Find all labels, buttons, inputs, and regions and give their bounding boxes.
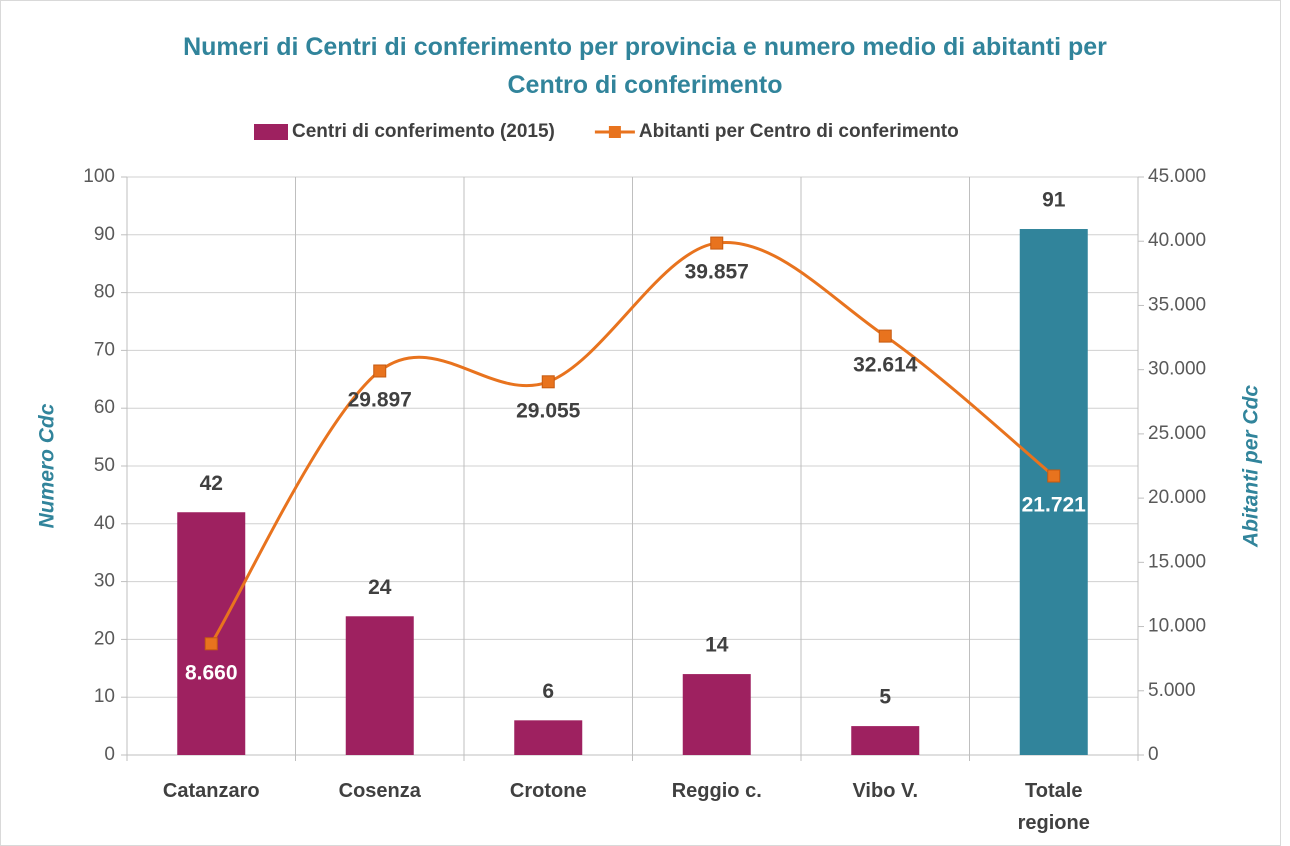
y-axis-title: Numero Cdc <box>36 403 59 528</box>
line-value-label: 32.614 <box>853 354 918 377</box>
y-tick-label: 50 <box>94 455 115 476</box>
chart-title: Numeri di Centri di conferimento per pro… <box>183 33 1107 99</box>
line-marker <box>878 329 892 343</box>
line-value-label: 29.897 <box>348 389 412 412</box>
y-tick-label: 100 <box>83 166 115 187</box>
bar-value-label: 24 <box>368 576 392 599</box>
bar-value-label: 42 <box>200 472 223 495</box>
y-tick-label: 90 <box>94 224 115 245</box>
bar <box>682 674 751 755</box>
line-marker <box>373 364 387 378</box>
legend-label: Centri di conferimento (2015) <box>292 121 555 142</box>
legend-marker <box>608 126 621 138</box>
y2-tick-label: 20.000 <box>1148 487 1206 508</box>
line-value-label: 21.721 <box>1022 494 1087 517</box>
legend-label: Abitanti per Centro di conferimento <box>639 121 959 142</box>
line-value-label: 39.857 <box>685 261 749 284</box>
line-marker <box>710 236 724 250</box>
bar-value-label: 91 <box>1042 189 1066 212</box>
y-tick-label: 40 <box>94 513 115 534</box>
y2-tick-label: 25.000 <box>1148 423 1206 444</box>
x-tick-label: Crotone <box>509 780 587 802</box>
bar <box>514 720 583 755</box>
bar <box>851 726 920 755</box>
bar <box>177 512 246 755</box>
x-tick-label: Catanzaro <box>162 780 260 802</box>
line <box>209 240 1055 645</box>
line-value-label: 29.055 <box>516 399 581 422</box>
y-tick-label: 10 <box>94 686 115 707</box>
line-marker <box>1047 469 1061 483</box>
bar-value-label: 6 <box>542 680 554 703</box>
bar-value-label: 14 <box>705 634 729 657</box>
y2-tick-label: 30.000 <box>1148 359 1206 380</box>
line-marker <box>204 637 218 651</box>
y2-tick-label: 0 <box>1148 744 1159 765</box>
y2-tick-label: 5.000 <box>1148 680 1196 701</box>
legend-swatch <box>254 124 288 140</box>
line-value-label: 8.660 <box>185 661 238 684</box>
y2-axis-title: Abitanti per Cdc <box>1240 385 1263 548</box>
y-tick-label: 80 <box>94 282 115 303</box>
x-tick-label: Totale regione <box>1017 780 1090 834</box>
y2-tick-label: 40.000 <box>1148 230 1206 251</box>
y2-tick-label: 10.000 <box>1148 616 1206 637</box>
bar <box>345 616 414 755</box>
line-marker <box>541 375 555 389</box>
y-tick-label: 20 <box>94 628 115 649</box>
y-tick-label: 60 <box>94 397 115 418</box>
y-tick-label: 30 <box>94 571 115 592</box>
x-tick-label: Cosenza <box>338 780 421 802</box>
bar <box>1019 229 1088 755</box>
y2-tick-label: 45.000 <box>1148 166 1206 187</box>
y-tick-label: 0 <box>104 744 115 765</box>
x-tick-label: Reggio c. <box>671 780 762 802</box>
y-tick-label: 70 <box>94 339 115 360</box>
x-tick-label: Vibo V. <box>852 780 919 802</box>
y2-tick-label: 35.000 <box>1148 294 1206 315</box>
y2-tick-label: 15.000 <box>1148 551 1206 572</box>
bar-value-label: 5 <box>879 686 891 709</box>
